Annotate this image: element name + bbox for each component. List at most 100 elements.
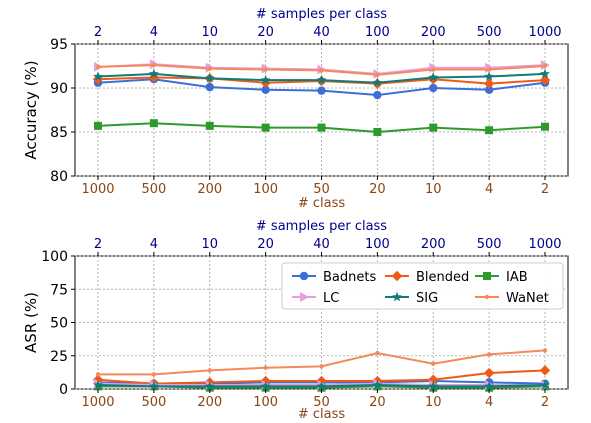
legend-label: IAB (506, 270, 528, 285)
data-point-sig (540, 68, 550, 79)
data-point-wanet (263, 365, 268, 370)
data-point-iab (485, 126, 494, 135)
data-point-sig (316, 381, 327, 391)
data-point-sig (93, 71, 103, 81)
data-point-wanet (319, 68, 324, 73)
x-tick-label: 50 (313, 395, 330, 410)
y-tick-label: 0 (59, 382, 68, 398)
top-x-tick-label: 100 (365, 25, 390, 40)
data-point-iab (317, 123, 326, 132)
data-point-sig (428, 72, 439, 82)
data-point-sig (484, 71, 495, 81)
data-point-sig (372, 77, 383, 87)
accuracy-y-axis-label: Accuracy (%) (22, 60, 40, 159)
accuracy-series (92, 59, 551, 136)
top-x-tick-label: 20 (257, 237, 274, 252)
top-x-tick-label: 10 (201, 237, 218, 252)
x-tick-label: 500 (141, 182, 166, 197)
accuracy-ticks: 1000 2 500 4 200 10 100 20 50 40 20 100 10 200 4 500 2 10… (50, 25, 561, 197)
top-x-tick-label: 1000 (528, 237, 561, 252)
y-tick-label: 95 (50, 37, 68, 53)
data-point-badnets (373, 90, 382, 100)
legend-marker (483, 272, 491, 280)
data-point-wanet (542, 63, 548, 69)
series-sig (93, 379, 550, 391)
data-point-iab (541, 122, 549, 131)
data-point-sig (316, 74, 327, 85)
legend-marker (392, 291, 402, 302)
asr-series (92, 348, 551, 392)
data-point-sig (428, 381, 439, 391)
asr-x-axis-label: # class (298, 407, 346, 422)
top-x-tick-label: 2 (94, 237, 102, 252)
asr-y-axis-label: ASR (%) (22, 292, 40, 353)
top-x-tick-label: 10 (201, 25, 218, 40)
accuracy-panel: 1000 2 500 4 200 10 100 20 50 40 20 100 10 200 4 500 2 10… (22, 7, 569, 211)
data-point-wanet (151, 62, 157, 68)
data-point-sig (148, 381, 159, 391)
data-point-iab (149, 119, 158, 128)
data-point-iab (429, 123, 438, 132)
top-x-tick-label: 200 (421, 237, 446, 252)
data-point-wanet (95, 372, 101, 377)
top-x-tick-label: 4 (150, 25, 158, 40)
legend-item-iab: IAB (475, 270, 528, 285)
legend-label: SIG (416, 291, 438, 306)
legend-marker (484, 294, 490, 300)
top-x-tick-label: 4 (150, 237, 158, 252)
data-point-badnets (317, 86, 326, 95)
data-point-iab (94, 121, 102, 130)
y-tick-label: 80 (50, 169, 68, 185)
data-point-iab (373, 128, 382, 136)
top-x-tick-label: 40 (313, 25, 330, 40)
legend-label: Badnets (323, 270, 376, 285)
data-point-wanet (375, 350, 380, 356)
top-x-tick-label: 100 (365, 237, 390, 252)
x-tick-label: 4 (485, 395, 493, 410)
top-x-tick-label: 500 (477, 237, 502, 252)
data-point-sig (484, 381, 495, 391)
data-point-wanet (207, 66, 212, 71)
y-tick-label: 75 (50, 282, 68, 298)
accuracy-x-axis-label: # class (298, 196, 346, 211)
accuracy-top-x-axis-label: # samples per class (256, 7, 387, 22)
data-point-wanet (319, 364, 324, 369)
top-x-tick-label: 2 (94, 25, 102, 40)
data-point-sig (93, 379, 103, 390)
x-tick-label: 20 (369, 395, 386, 410)
x-tick-label: 500 (141, 395, 166, 410)
legend-item-blended: Blended (385, 270, 469, 285)
data-point-sig (204, 381, 215, 391)
legend-marker (391, 270, 403, 282)
x-tick-label: 10 (425, 395, 442, 410)
y-tick-label: 100 (41, 249, 68, 265)
top-x-tick-label: 1000 (528, 25, 561, 40)
legend-item-sig: SIG (385, 291, 438, 306)
x-tick-label: 1000 (81, 395, 114, 410)
top-x-tick-label: 200 (421, 25, 446, 40)
y-tick-label: 50 (50, 316, 68, 332)
series-line-wanet (98, 349, 546, 376)
asr-ticks: 1000250042001010020504020100102004500210… (41, 237, 561, 410)
data-point-sig (540, 379, 550, 390)
data-point-sig (260, 74, 271, 85)
data-point-sig (260, 381, 271, 391)
x-tick-label: 2 (541, 395, 549, 410)
x-tick-label: 200 (197, 182, 222, 197)
series-sig (93, 68, 550, 87)
x-tick-label: 1000 (81, 182, 114, 197)
asr-panel: 1000250042001010020504020100102004500210… (22, 219, 569, 422)
legend-label: LC (323, 291, 339, 306)
data-point-blended (483, 367, 495, 379)
x-tick-label: 200 (197, 395, 222, 410)
x-tick-label: 100 (253, 395, 278, 410)
data-point-wanet (263, 67, 268, 72)
data-point-wanet (375, 72, 380, 78)
data-point-blended (148, 72, 160, 83)
x-tick-label: 10 (425, 182, 442, 197)
legend-item-badnets: Badnets (292, 270, 376, 285)
asr-top-x-axis-label: # samples per class (256, 219, 387, 234)
legend-item-lc: LC (292, 291, 339, 306)
y-tick-label: 85 (50, 125, 68, 141)
top-x-tick-label: 20 (257, 25, 274, 40)
